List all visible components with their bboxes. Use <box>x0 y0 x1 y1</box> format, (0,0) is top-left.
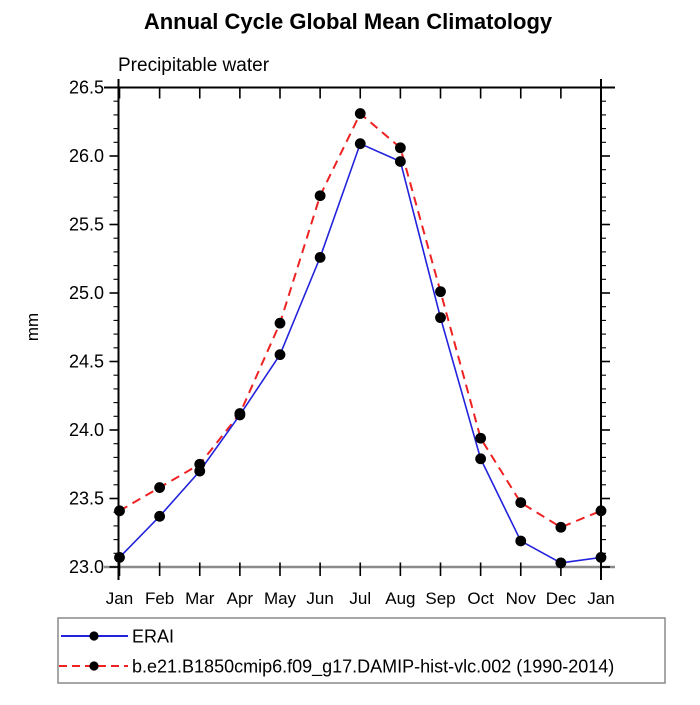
month-label: Mar <box>185 589 215 608</box>
y-tick-label: 24.5 <box>69 352 104 372</box>
data-point-erai-sep <box>435 312 446 324</box>
month-label: Feb <box>145 589 174 608</box>
data-point-model-jun <box>314 190 326 202</box>
chart-subtitle: Precipitable water <box>118 55 270 76</box>
data-point-erai-nov <box>515 535 527 547</box>
month-label: May <box>264 589 297 608</box>
data-point-erai-may <box>274 349 286 361</box>
data-point-erai-aug <box>394 156 406 167</box>
month-label: Dec <box>546 589 577 608</box>
data-point-model-mar <box>194 458 206 470</box>
data-point-erai-oct <box>475 453 487 465</box>
series-line-model <box>118 111 602 529</box>
y-tick-label: 23.5 <box>69 489 104 509</box>
data-point-erai-jan <box>595 552 607 563</box>
month-label: Nov <box>506 589 537 608</box>
month-label: Oct <box>467 589 494 608</box>
month-label: Aug <box>385 589 415 608</box>
month-label: Jun <box>306 589 333 608</box>
month-label: Jul <box>349 589 371 608</box>
legend-item-model: b.e21.B1850cmip6.f09_g17.DAMIP-hist-vlc.… <box>59 657 614 678</box>
y-tick-label: 23.0 <box>69 557 104 577</box>
series-line-erai <box>118 142 602 564</box>
data-point-model-jan <box>114 505 125 517</box>
month-label: Jan <box>587 589 614 608</box>
series-layer <box>114 108 607 569</box>
legend: ERAI b.e21.B1850cmip6.f09_g17.DAMIP-hist… <box>57 617 666 684</box>
data-point-model-dec <box>555 521 567 533</box>
data-point-model-jul <box>354 108 366 119</box>
data-point-model-may <box>274 317 286 329</box>
data-point-model-oct <box>475 432 487 444</box>
legend-marker-dot <box>89 661 99 671</box>
legend-item-erai: ERAI <box>61 627 174 647</box>
data-point-erai-jun <box>314 251 326 263</box>
axes-layer: 23.0 23.5 24.0 24.5 25.0 25.5 26.0 26.5 Jan Feb Ma… <box>69 78 615 608</box>
y-axis-label: mm <box>23 313 42 341</box>
data-point-model-aug <box>394 142 406 154</box>
data-point-erai-dec <box>555 557 567 569</box>
data-point-model-nov <box>515 497 527 509</box>
legend-marker-dot <box>89 631 99 641</box>
y-tick-label: 26.0 <box>69 146 104 166</box>
legend-box <box>57 617 666 684</box>
month-label: Jan <box>106 589 133 608</box>
data-point-erai-jul <box>354 138 366 150</box>
legend-label-erai: ERAI <box>132 627 174 647</box>
month-label: Apr <box>227 589 254 608</box>
y-tick-label: 25.0 <box>69 283 104 303</box>
y-tick-label: 24.0 <box>69 420 104 440</box>
chart-title: Annual Cycle Global Mean Climatology <box>144 9 553 34</box>
legend-label-model: b.e21.B1850cmip6.f09_g17.DAMIP-hist-vlc.… <box>132 657 614 678</box>
data-point-model-apr <box>234 408 246 419</box>
data-point-model-feb <box>154 482 166 493</box>
data-point-erai-feb <box>154 510 166 522</box>
y-tick-label: 25.5 <box>69 215 104 235</box>
y-tick-label: 26.5 <box>69 78 104 98</box>
data-point-model-sep <box>435 286 446 298</box>
data-point-model-jan <box>595 505 607 517</box>
month-label: Sep <box>425 589 455 608</box>
data-point-erai-jan <box>114 552 125 563</box>
